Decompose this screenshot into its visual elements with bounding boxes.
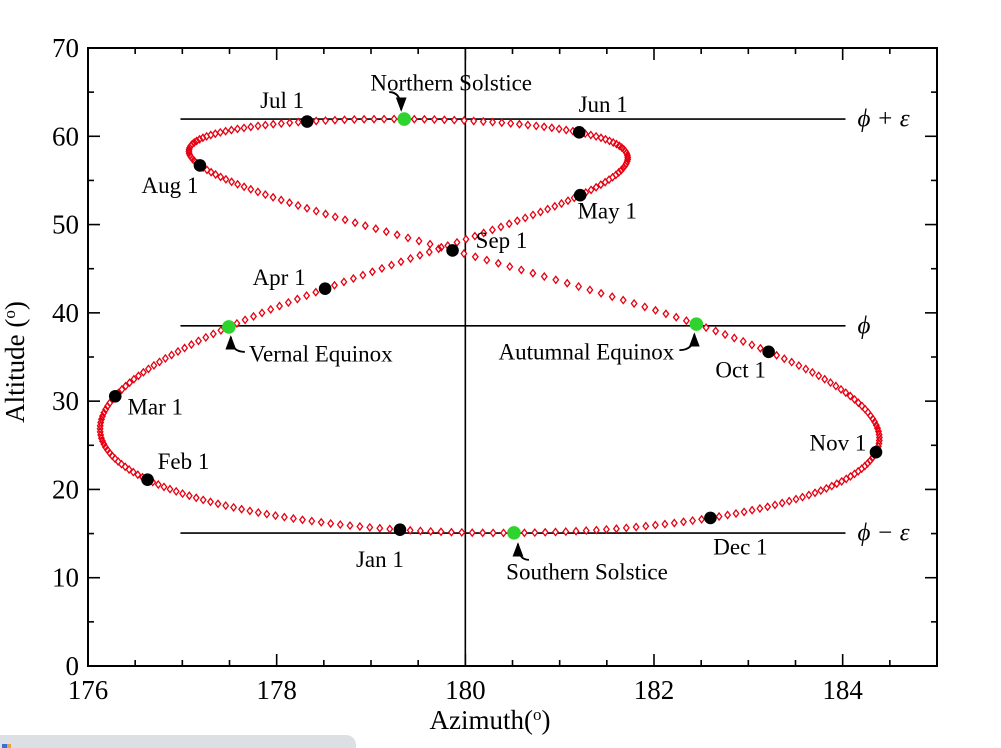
y-tick-label: 40 [52, 298, 79, 328]
bottom-overlay-bar [0, 735, 356, 748]
month-label: May 1 [577, 199, 636, 224]
event-dot [222, 320, 236, 334]
favicon-fragment-icon [2, 744, 11, 748]
y-axis-title: Altitude (o) [0, 301, 30, 423]
event-label: Northern Solstice [370, 71, 532, 96]
month-label: Jul 1 [260, 88, 304, 113]
event-label: Southern Solstice [506, 559, 668, 584]
x-axis-title: Azimuth(o) [430, 705, 551, 735]
reference-line-label: ϕ [857, 312, 870, 339]
month-label: Mar 1 [127, 395, 183, 420]
x-tick-label: 178 [256, 675, 297, 705]
reference-line-label: ϕ − ε [857, 520, 909, 547]
y-tick-label: 60 [52, 121, 79, 151]
event-dot [507, 526, 521, 540]
month-dot [869, 445, 883, 459]
month-label: Jan 1 [356, 547, 404, 572]
month-dot [704, 511, 717, 525]
month-label: Aug 1 [141, 173, 198, 198]
month-label: Jun 1 [579, 92, 628, 117]
x-tick-label: 182 [634, 675, 675, 705]
event-dot [397, 112, 412, 126]
month-dot [446, 244, 459, 257]
month-dot [573, 188, 587, 202]
y-tick-label: 20 [52, 474, 79, 504]
event-dot [689, 317, 704, 331]
y-tick-label: 10 [52, 563, 79, 593]
x-tick-label: 176 [68, 675, 109, 705]
event-arrow [679, 332, 700, 352]
reference-line-label: ϕ + ε [857, 106, 909, 133]
month-dot [393, 523, 407, 536]
month-label: Sep 1 [476, 228, 528, 253]
month-label: Feb 1 [158, 449, 210, 474]
event-arrow [512, 542, 530, 561]
x-tick-label: 184 [822, 675, 863, 705]
month-dot [193, 159, 207, 172]
y-tick-label: 0 [66, 651, 80, 681]
month-label: Dec 1 [713, 534, 767, 559]
month-dot [300, 115, 314, 128]
event-arrow [225, 335, 245, 353]
x-tick-label: 180 [445, 675, 486, 705]
month-label: Oct 1 [715, 357, 765, 382]
month-label: Apr 1 [253, 265, 306, 290]
event-label: Autumnal Equinox [499, 340, 675, 365]
event-arrow [389, 91, 407, 112]
y-tick-label: 30 [52, 386, 79, 416]
month-dot [318, 282, 332, 296]
month-label: Nov 1 [810, 431, 867, 456]
month-dot [572, 126, 586, 139]
month-dot [108, 389, 122, 403]
month-dot [762, 345, 775, 359]
event-label: Vernal Equinox [249, 341, 393, 366]
month-dot [141, 473, 154, 486]
y-tick-label: 70 [52, 33, 79, 63]
y-tick-label: 50 [52, 210, 79, 240]
